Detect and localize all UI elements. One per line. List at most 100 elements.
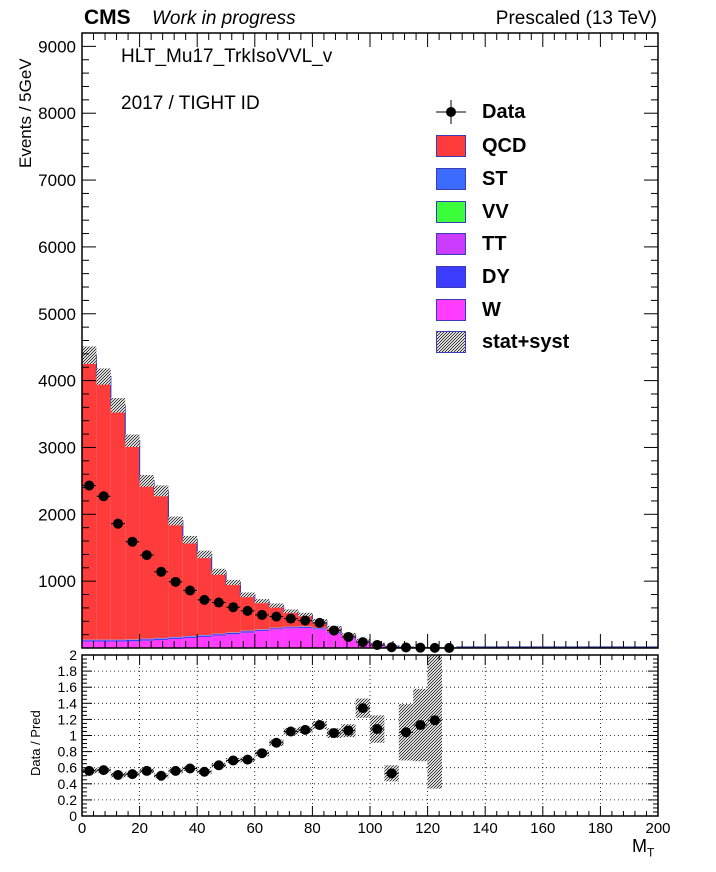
x-tick-label: 140 <box>473 820 498 837</box>
ratio-y-tick-label: 0.2 <box>58 792 78 808</box>
bar-dy <box>154 638 169 640</box>
ratio-point <box>314 720 325 731</box>
x-tick-label: 80 <box>304 820 321 837</box>
trigger-label: HLT_Mu17_TrkIsoVVL_v <box>121 46 333 67</box>
legend-swatch-unc <box>436 331 466 353</box>
data-point <box>84 480 95 491</box>
bar-w <box>82 641 97 648</box>
ratio-y-tick-label: 1 <box>69 728 77 744</box>
ratio-y-tick-label: 0.8 <box>58 744 78 760</box>
ratio-point <box>84 765 95 776</box>
ratio-y-tick-label: 1.8 <box>58 663 78 679</box>
legend-swatch-tt <box>436 233 466 255</box>
ratio-y-tick-label: 0 <box>69 808 77 824</box>
legend-item-data: Data <box>436 100 525 124</box>
ratio-point <box>141 765 152 776</box>
legend-item-vv: VV <box>436 200 509 224</box>
ratio-point <box>228 755 239 766</box>
data-point <box>386 642 397 653</box>
uncertainty-band-bin <box>82 346 97 364</box>
bar-qcd <box>154 490 169 638</box>
bar-w <box>341 637 356 648</box>
bar-w <box>211 635 226 648</box>
data-point <box>156 566 167 577</box>
bar-w <box>125 641 140 648</box>
data-point <box>285 613 296 624</box>
x-tick-label: 40 <box>189 820 206 837</box>
ratio-point <box>372 724 383 735</box>
uncertainty-band-bin <box>168 516 183 526</box>
x-axis-title: MT <box>632 836 654 860</box>
bar-w <box>168 638 183 648</box>
main-y-tick-label: 1000 <box>38 572 76 591</box>
ratio-plot: 00.20.40.60.811.21.41.61.820 20 40 60 80 100 1… <box>58 647 671 837</box>
legend-label-qcd: QCD <box>482 134 527 157</box>
experiment-label: CMS <box>84 6 131 29</box>
bar-w <box>197 636 212 648</box>
ratio-point <box>271 737 282 748</box>
ratio-point <box>113 769 123 780</box>
legend-label-tt: TT <box>482 232 507 255</box>
ratio-point <box>357 703 368 714</box>
legend-item-st: ST <box>436 167 508 191</box>
legend-label-unc: stat+syst <box>482 330 570 353</box>
bar-dy <box>110 640 126 642</box>
bar-w <box>96 641 111 648</box>
ratio-point <box>285 726 296 737</box>
ratio-y-tick-label: 1.2 <box>58 711 78 727</box>
bar-w <box>139 640 154 648</box>
bar-dy <box>283 627 298 629</box>
bar-qcd <box>197 554 212 635</box>
ratio-point <box>156 770 167 781</box>
bar-w <box>312 629 327 648</box>
ratio-y-tick-label: 2 <box>69 647 77 663</box>
bar-w <box>226 634 241 648</box>
bar-dy <box>125 639 140 642</box>
legend-swatch-st <box>436 168 466 190</box>
ratio-point <box>343 725 354 736</box>
data-point <box>343 631 354 642</box>
uncertainty-band-bin <box>211 568 226 575</box>
data-point <box>127 536 138 547</box>
bar-dy <box>168 637 183 639</box>
data-point <box>185 585 195 596</box>
uncertainty-band-bin <box>226 579 241 586</box>
legend-label-data: Data <box>482 100 526 123</box>
data-point <box>113 518 123 529</box>
data-point <box>170 576 181 587</box>
legend-swatch-w <box>436 299 466 321</box>
ratio-y-axis-title: Data / Pred <box>28 710 43 776</box>
bar-dy <box>96 640 111 642</box>
bar-w <box>283 628 298 648</box>
x-tick-label: 160 <box>530 820 555 837</box>
legend-item-tt: TT <box>436 232 506 256</box>
ratio-point <box>300 724 311 735</box>
x-tick-label: 200 <box>645 820 670 837</box>
bar-dy <box>197 635 212 637</box>
x-tick-label: 100 <box>357 820 382 837</box>
bar-w <box>298 627 313 648</box>
uncertainty-band-bin <box>154 485 169 497</box>
bar-qcd <box>82 355 97 640</box>
data-point <box>141 550 152 561</box>
ratio-y-tick-label: 0.4 <box>58 776 78 792</box>
legend-item-dy: DY <box>436 265 510 289</box>
data-point <box>357 637 368 648</box>
ratio-y-tick-label: 1.4 <box>58 695 78 711</box>
data-point <box>300 615 311 626</box>
uncertainty-band-bin <box>139 475 154 487</box>
legend-item-unc: stat+syst <box>436 330 569 354</box>
legend-swatch-vv <box>436 201 466 223</box>
uncertainty-band-bin <box>269 603 284 608</box>
ratio-point <box>401 727 411 738</box>
main-y-tick-label: 5000 <box>38 305 76 324</box>
main-y-axis-title: Events / 5GeV <box>16 58 35 168</box>
ratio-y-tick-label: 0.6 <box>58 760 78 776</box>
data-point <box>329 625 339 636</box>
x-tick-label: 180 <box>588 820 613 837</box>
ratio-y-tick-label: 1.6 <box>58 679 78 695</box>
legend-marker-data <box>436 100 466 124</box>
ratio-point <box>98 765 109 776</box>
bar-dy <box>254 629 270 631</box>
